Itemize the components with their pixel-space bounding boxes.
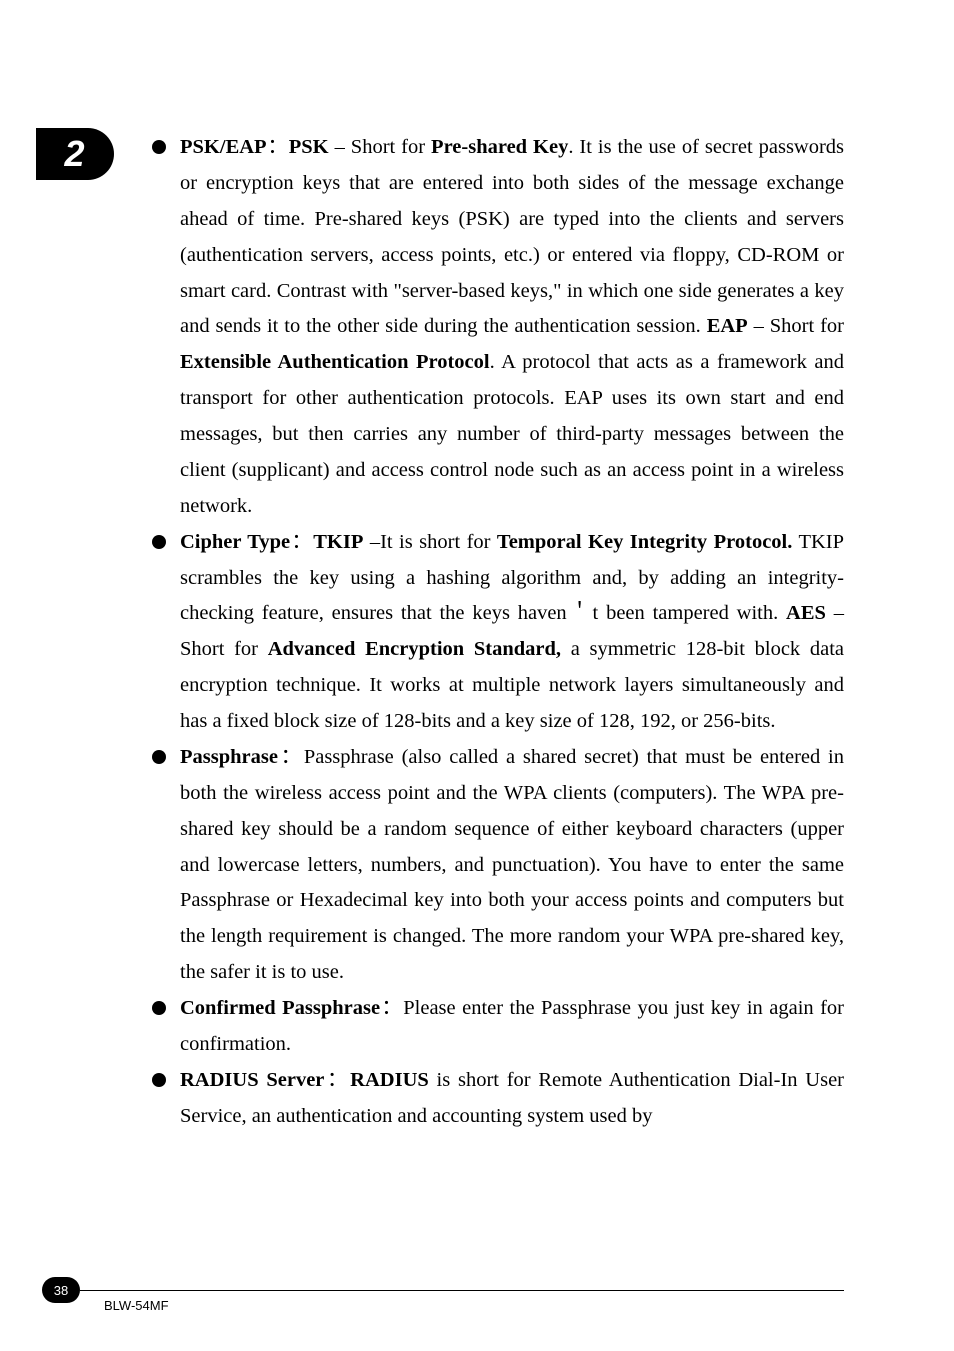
term-label: Confirmed Passphrase	[180, 997, 380, 1019]
body-text: . It is the use of secret passwords or e…	[180, 136, 844, 337]
bullet-item-radius-server: RADIUS Server：RADIUS is short for Remote…	[150, 1063, 844, 1135]
bullet-icon	[152, 140, 166, 154]
body-text: –It is short for	[363, 531, 497, 553]
separator: ：	[380, 997, 403, 1019]
bullet-icon	[152, 1073, 166, 1087]
bullet-item-psk-eap: PSK/EAP：PSK – Short for Pre-shared Key. …	[150, 130, 844, 525]
term-def: AES	[786, 602, 826, 624]
content-body: PSK/EAP：PSK – Short for Pre-shared Key. …	[150, 130, 844, 1135]
body-text: – Short for	[329, 136, 431, 158]
term-def: Pre-shared Key	[431, 136, 568, 158]
separator: ：	[290, 531, 313, 553]
page-footer: 38 BLW-54MF	[0, 1273, 954, 1313]
body-text: Passphrase (also called a shared secret)…	[180, 746, 844, 983]
term-def: EAP	[707, 315, 748, 337]
bullet-icon	[152, 535, 166, 549]
term-label: RADIUS Server	[180, 1069, 324, 1091]
term-label: Cipher Type	[180, 531, 290, 553]
term-def: Temporal Key Integrity Protocol.	[497, 531, 792, 553]
footer-divider	[80, 1290, 844, 1291]
body-text: . A protocol that acts as a framework an…	[180, 351, 844, 517]
body-text: – Short for	[748, 315, 844, 337]
bullet-item-cipher-type: Cipher Type：TKIP –It is short for Tempor…	[150, 525, 844, 740]
page: 2 PSK/EAP：PSK – Short for Pre-shared Key…	[0, 0, 954, 1351]
footer-model-label: BLW-54MF	[104, 1298, 169, 1313]
separator: ：	[278, 746, 304, 768]
chapter-number: 2	[64, 133, 85, 175]
separator: ：	[324, 1069, 350, 1091]
term-lead: PSK	[289, 136, 329, 158]
page-number: 38	[54, 1283, 68, 1298]
term-lead: RADIUS	[350, 1069, 429, 1091]
bullet-icon	[152, 750, 166, 764]
term-def: Advanced Encryption Standard,	[268, 638, 561, 660]
term-def: Extensible Authentication Protocol	[180, 351, 490, 373]
chapter-tab: 2	[36, 128, 114, 180]
bullet-icon	[152, 1001, 166, 1015]
bullet-item-passphrase: Passphrase：Passphrase (also called a sha…	[150, 740, 844, 991]
term-lead: TKIP	[313, 531, 363, 553]
page-number-badge: 38	[42, 1277, 80, 1303]
separator: ：	[267, 136, 289, 158]
term-label: Passphrase	[180, 746, 278, 768]
bullet-item-confirmed-passphrase: Confirmed Passphrase：Please enter the Pa…	[150, 991, 844, 1063]
term-label: PSK/EAP	[180, 136, 267, 158]
